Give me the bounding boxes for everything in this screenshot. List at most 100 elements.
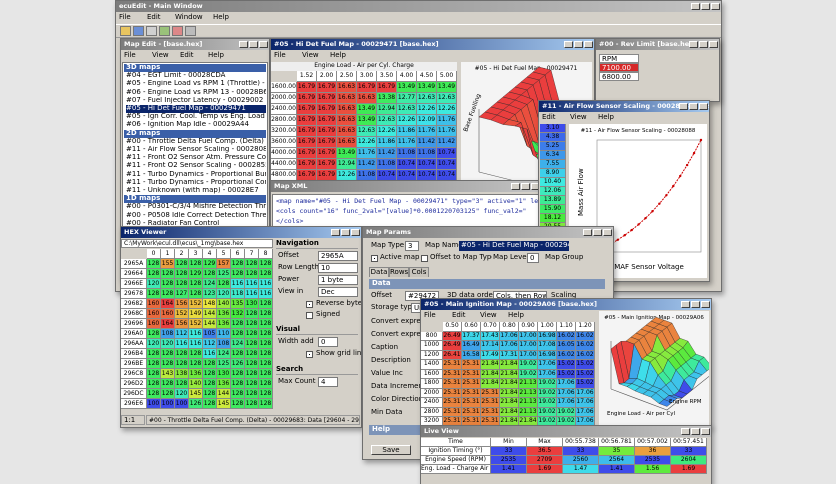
data-cell[interactable]: 13.49	[357, 115, 377, 126]
map-list-item[interactable]: #06 - Ignition Map Idle - 00029A44	[126, 121, 249, 129]
data-cell[interactable]: 128	[231, 389, 245, 399]
data-cell[interactable]: 16.79	[377, 82, 397, 93]
data-cell[interactable]: 11.86	[377, 137, 397, 148]
data-cell[interactable]: 13.49	[397, 82, 417, 93]
data-cell[interactable]: 4.38	[540, 133, 566, 142]
data-cell[interactable]: 16.79	[297, 93, 317, 104]
menu-item[interactable]: Help	[208, 51, 224, 59]
data-cell[interactable]: 128	[189, 349, 203, 359]
data-cell[interactable]: 118	[231, 289, 245, 299]
data-cell[interactable]: 148	[203, 299, 217, 309]
data-cell[interactable]: 128	[245, 309, 259, 319]
menu-item[interactable]: File	[274, 51, 286, 59]
data-cell[interactable]: 128	[203, 369, 217, 379]
window-button[interactable]	[689, 103, 698, 110]
data-cell[interactable]: 10.74	[437, 159, 457, 170]
data-cell[interactable]: 12.77	[397, 93, 417, 104]
data-cell[interactable]: 25.31	[462, 407, 481, 417]
data-cell[interactable]: 128	[245, 259, 259, 269]
map-list-item[interactable]: #04 - EGT Limit - 00028CDA	[126, 72, 226, 80]
tab[interactable]: Data	[369, 267, 389, 277]
data-cell[interactable]: 6800.00	[599, 72, 639, 81]
data-cell[interactable]: 164	[161, 319, 175, 329]
data-cell[interactable]: 128	[259, 259, 273, 269]
button[interactable]: Save	[371, 445, 411, 455]
data-cell[interactable]: 15.02	[557, 360, 576, 370]
data-cell[interactable]: 11.86	[397, 126, 417, 137]
window-button[interactable]	[521, 183, 530, 190]
data-cell[interactable]: 16.63	[337, 115, 357, 126]
data-cell[interactable]: 125	[217, 359, 231, 369]
data-cell[interactable]: 128	[147, 329, 161, 339]
data-cell[interactable]: 19.02	[538, 398, 557, 408]
window-button[interactable]	[701, 3, 710, 10]
data-cell[interactable]: 105	[203, 329, 217, 339]
data-cell[interactable]: 128	[245, 349, 259, 359]
data-cell[interactable]: 124	[217, 349, 231, 359]
map-list-item[interactable]: #11 - Front O2 Sensor Atm. Pressure Comp…	[126, 154, 266, 162]
data-cell[interactable]: 21.84	[500, 398, 519, 408]
data-cell[interactable]: 21.84	[500, 388, 519, 398]
data-cell[interactable]: 12.26	[437, 104, 457, 115]
window-button[interactable]	[681, 301, 690, 308]
data-cell[interactable]: 128	[147, 349, 161, 359]
data-cell[interactable]: 11.08	[417, 148, 437, 159]
tab[interactable]: Cols	[409, 267, 429, 277]
data-cell[interactable]: 21.13	[519, 388, 538, 398]
data-cell[interactable]: 12.26	[397, 115, 417, 126]
map-list-item[interactable]: #06 - Engine Load vs RPM 13 - 00028B6A	[126, 88, 266, 96]
map-list-item[interactable]: #00 - P0508 Idle Correct Detection Thres…	[126, 211, 266, 219]
data-cell[interactable]: 149	[189, 309, 203, 319]
data-cell[interactable]: 1.41	[491, 465, 527, 474]
map-list-item[interactable]: #11 - Turbo Dynamics - Proportional Burs…	[126, 170, 266, 178]
data-cell[interactable]: 13.49	[417, 82, 437, 93]
data-cell[interactable]: 1.69	[527, 465, 563, 474]
data-cell[interactable]: 12.09	[417, 115, 437, 126]
data-cell[interactable]: 144	[203, 309, 217, 319]
data-cell[interactable]: 19.02	[538, 407, 557, 417]
window-button[interactable]	[341, 229, 350, 236]
window-button[interactable]	[701, 301, 710, 308]
menu-item[interactable]: Edit	[180, 51, 194, 59]
data-cell[interactable]: 129	[189, 269, 203, 279]
data-cell[interactable]: 128	[147, 289, 161, 299]
data-cell[interactable]: 128	[231, 399, 245, 409]
data-cell[interactable]: 21.84	[481, 379, 500, 389]
toolbar-button[interactable]	[133, 26, 144, 36]
data-cell[interactable]: 26.41	[443, 350, 462, 360]
data-cell[interactable]: 11.76	[397, 137, 417, 148]
data-cell[interactable]: 128	[259, 389, 273, 399]
data-cell[interactable]: 19.02	[538, 379, 557, 389]
data-cell[interactable]: 16.49	[462, 341, 481, 351]
data-cell[interactable]: 16.79	[297, 104, 317, 115]
data-cell[interactable]: 128	[189, 359, 203, 369]
data-cell[interactable]: 128	[161, 359, 175, 369]
data-cell[interactable]: 128	[245, 359, 259, 369]
data-cell[interactable]: 25.31	[462, 369, 481, 379]
data-cell[interactable]: 25.31	[443, 388, 462, 398]
data-cell[interactable]: 145	[217, 399, 231, 409]
data-cell[interactable]: 128	[147, 359, 161, 369]
data-cell[interactable]: 16.79	[317, 137, 337, 148]
data-cell[interactable]: 19.02	[557, 407, 576, 417]
data-cell[interactable]: 128	[245, 379, 259, 389]
map-list-item[interactable]: #07 - Fuel Injector Latency - 00029002	[126, 96, 264, 104]
checkbox[interactable]	[371, 255, 378, 262]
toolbar-button[interactable]	[159, 26, 170, 36]
data-cell[interactable]: 16.79	[297, 137, 317, 148]
data-cell[interactable]: 25.31	[443, 360, 462, 370]
data-cell[interactable]: 11.42	[437, 137, 457, 148]
data-cell[interactable]: 144	[203, 319, 217, 329]
data-cell[interactable]: 128	[189, 289, 203, 299]
data-cell[interactable]: 16.05	[557, 341, 576, 351]
checkbox[interactable]	[306, 351, 313, 358]
map-list-item[interactable]: #11 - Front O2 Sensor Scaling - 0002855E	[126, 162, 266, 170]
window-button[interactable]	[249, 41, 258, 48]
data-cell[interactable]: 16.79	[297, 159, 317, 170]
data-cell[interactable]: 16.98	[538, 350, 557, 360]
data-cell[interactable]: 120	[147, 279, 161, 289]
data-cell[interactable]: 16.63	[337, 82, 357, 93]
data-cell[interactable]: 144	[217, 389, 231, 399]
menu-item[interactable]: Window	[175, 13, 203, 21]
data-cell[interactable]: 12.26	[417, 104, 437, 115]
